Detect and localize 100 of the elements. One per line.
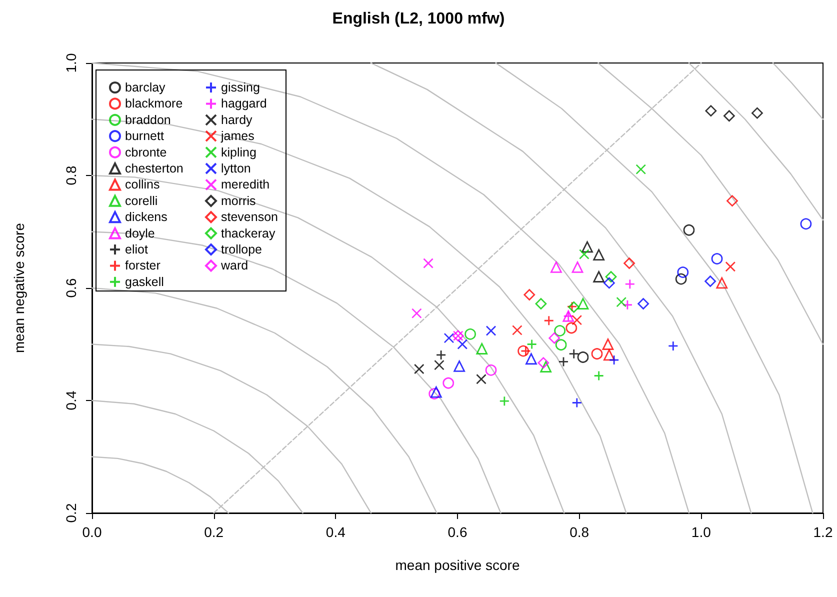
point <box>572 314 582 326</box>
legend-label: ward <box>220 258 248 273</box>
point <box>624 278 636 290</box>
point <box>668 340 678 352</box>
point <box>434 360 444 370</box>
point <box>572 398 582 408</box>
legend-label: james <box>220 129 254 144</box>
point <box>476 343 488 354</box>
legend-label: thackeray <box>221 226 276 240</box>
point <box>624 258 635 269</box>
point <box>526 353 537 365</box>
legend-label: corelli <box>125 194 158 208</box>
point <box>485 364 497 376</box>
point <box>579 249 590 260</box>
point <box>540 361 552 372</box>
point <box>566 301 578 312</box>
point <box>442 377 454 389</box>
point <box>752 107 763 119</box>
legend-label: burnett <box>125 129 164 144</box>
point <box>725 261 736 272</box>
legend-label: gaskell <box>125 274 164 289</box>
point <box>436 350 446 360</box>
point <box>520 346 531 356</box>
legend-label: morris <box>221 194 256 208</box>
legend-label: hardy <box>221 112 254 127</box>
point <box>800 218 812 230</box>
point <box>566 322 578 334</box>
y-tick-label: 0.4 <box>63 390 79 410</box>
point <box>608 354 620 366</box>
y-tick-label: 0.2 <box>63 503 79 523</box>
point <box>518 345 529 357</box>
y-tick-label: 0.8 <box>63 166 79 186</box>
chart-title: English (L2, 1000 mfw) <box>332 10 505 28</box>
point <box>444 332 454 344</box>
legend-label: meredith <box>221 178 270 192</box>
legend-label: kipling <box>221 145 256 160</box>
legend-label: cbronte <box>125 145 167 160</box>
point <box>622 300 633 310</box>
point <box>548 332 560 344</box>
point <box>558 356 569 367</box>
point <box>535 298 547 310</box>
point <box>705 105 717 117</box>
point <box>550 261 562 273</box>
legend-label: doyle <box>125 226 155 240</box>
y-tick-label: 0.6 <box>63 278 79 298</box>
point <box>616 296 627 308</box>
point <box>411 308 422 319</box>
legend-label: barclay <box>125 80 166 94</box>
point <box>675 273 687 285</box>
point <box>602 338 614 350</box>
legend-label: braddon <box>125 112 171 127</box>
point <box>512 324 522 336</box>
legend-label: blackmore <box>125 96 183 111</box>
point <box>538 357 550 369</box>
point <box>723 110 735 122</box>
point <box>716 277 728 289</box>
point <box>605 271 617 282</box>
x-tick-label: 1.0 <box>691 524 712 540</box>
legend-label: stevenson <box>221 210 278 224</box>
x-tick-label: 0.4 <box>326 524 346 540</box>
legend-label: trollope <box>221 242 262 256</box>
point <box>454 360 466 372</box>
point <box>593 249 605 261</box>
point <box>555 339 567 351</box>
point <box>704 276 716 287</box>
legend-label: collins <box>125 178 160 192</box>
point <box>603 277 615 289</box>
point <box>414 364 424 374</box>
x-axis-title: mean positive score <box>395 557 520 573</box>
point <box>638 298 649 310</box>
point <box>711 253 723 264</box>
point <box>594 370 604 381</box>
legend-label: eliot <box>125 242 148 256</box>
legend-label: dickens <box>125 210 168 224</box>
y-tick-label: 1.0 <box>63 53 79 73</box>
point <box>577 351 589 363</box>
point <box>476 374 486 384</box>
legend-label: lytton <box>221 162 251 176</box>
point <box>683 224 695 236</box>
legend-label: haggard <box>221 96 267 111</box>
point <box>554 325 566 336</box>
point <box>464 328 476 340</box>
x-tick-label: 0.0 <box>82 524 102 540</box>
point <box>577 298 589 310</box>
point <box>499 396 510 406</box>
legend-label: gissing <box>221 80 260 94</box>
legend-label: chesterton <box>125 162 184 176</box>
point <box>591 348 603 360</box>
point <box>636 164 646 175</box>
point <box>572 261 584 273</box>
point <box>544 315 554 326</box>
point <box>582 241 593 253</box>
point <box>603 349 615 361</box>
point <box>568 348 580 360</box>
point <box>423 258 434 268</box>
x-tick-label: 0.6 <box>448 524 468 540</box>
point <box>486 326 496 336</box>
point <box>457 339 468 350</box>
point <box>524 289 536 300</box>
point <box>726 195 738 207</box>
